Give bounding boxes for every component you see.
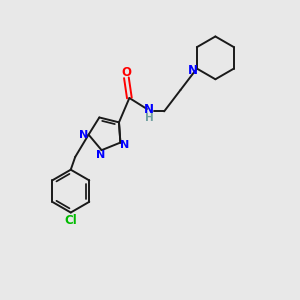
Text: Cl: Cl — [64, 214, 77, 227]
Text: N: N — [144, 103, 154, 116]
Text: O: O — [122, 66, 131, 79]
Text: N: N — [120, 140, 129, 150]
Text: H: H — [145, 113, 154, 123]
Text: N: N — [79, 130, 88, 140]
Text: N: N — [188, 64, 198, 76]
Text: N: N — [96, 150, 105, 160]
